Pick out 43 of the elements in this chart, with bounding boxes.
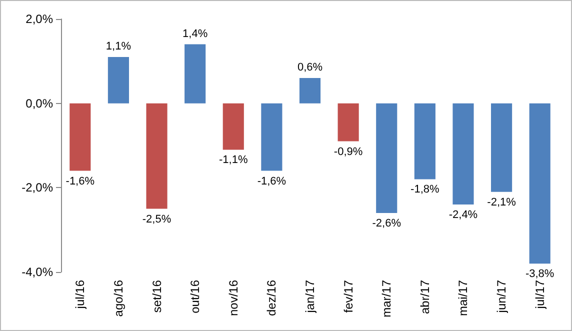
x-tick-label: fev/17 [341, 280, 356, 313]
bar [261, 103, 282, 171]
bar [299, 78, 321, 104]
x-tick-label: abr/17 [418, 280, 432, 314]
data-label: -2,5% [142, 213, 172, 226]
data-label: -0,9% [334, 146, 363, 158]
data-label: -1,6% [66, 175, 95, 188]
data-label: -2,6% [372, 217, 402, 230]
x-tick-label: ago/16 [111, 280, 126, 317]
x-tick-label: jul/16 [73, 280, 88, 310]
bar [184, 44, 206, 104]
data-label: -1,6% [257, 175, 286, 188]
data-label: 1,1% [106, 40, 132, 52]
bar [222, 103, 244, 150]
y-tick-label: 0,0% [26, 96, 54, 110]
data-label: -1,1% [219, 154, 248, 166]
x-tick-label: mai/17 [456, 280, 470, 316]
y-tick-label: -2,0% [22, 180, 54, 195]
bar [338, 103, 359, 142]
x-tick-label: out/16 [188, 280, 202, 314]
bar [376, 103, 398, 213]
x-tick-label: jun/17 [494, 280, 509, 314]
bar [491, 103, 512, 192]
data-label: -1,8% [410, 184, 440, 196]
bar [108, 56, 129, 104]
bar [414, 103, 436, 180]
bar [452, 103, 474, 205]
x-tick-label: set/16 [150, 280, 164, 313]
data-label: 0,6% [297, 62, 323, 74]
bar [529, 103, 550, 264]
data-label: 1,4% [182, 28, 208, 40]
x-tick-label: jul/17 [532, 280, 547, 310]
data-label: -3,8% [525, 268, 554, 280]
y-tick-label: -4,0% [22, 265, 54, 279]
data-label: -2,1% [487, 196, 516, 208]
x-tick-label: nov/16 [226, 280, 240, 316]
bar [146, 103, 168, 209]
data-label: -2,4% [448, 209, 478, 222]
x-tick-label: jan/17 [303, 280, 317, 314]
y-tick-label: 2,0% [26, 12, 54, 26]
bar [70, 103, 91, 171]
x-tick-label: dez/16 [264, 280, 279, 316]
x-tick-label: mar/17 [380, 280, 394, 318]
